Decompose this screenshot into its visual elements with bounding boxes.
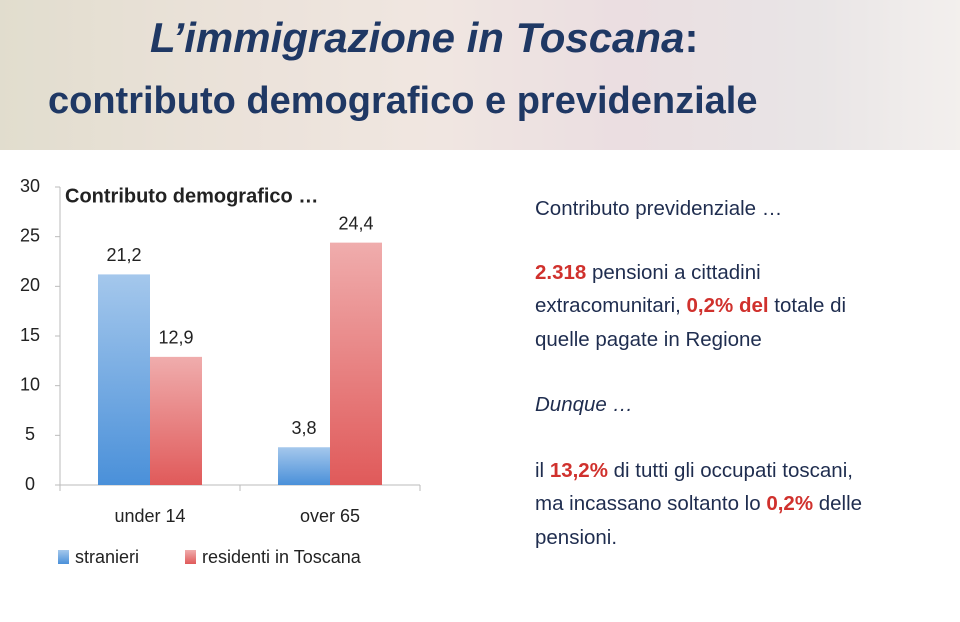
x-tick-label: over 65 (300, 506, 360, 526)
paragraph: Dunque … (535, 388, 875, 422)
title-italic: L’immigrazione in Toscana (150, 14, 685, 61)
text-run: delle pensioni. (535, 492, 868, 549)
text-run: 13,2% (549, 458, 608, 482)
paragraph: il 13,2% di tutti gli occupati toscani, … (535, 454, 875, 555)
y-tick-label: 5 (25, 424, 35, 444)
text-run: 2.318 (535, 260, 587, 284)
text-run: di tutti gli occupati toscani, ma incass… (535, 458, 859, 516)
bar (150, 356, 202, 485)
text-run: Dunque … (535, 393, 634, 416)
text-panel: Contributo previdenziale … 2.318 pension… (535, 192, 875, 586)
y-tick-label: 10 (20, 374, 40, 394)
text-run: 0,2% (766, 492, 814, 515)
value-label: 21,2 (106, 245, 141, 265)
text-run: totale di quelle pagate in Regione (535, 294, 852, 351)
legend-swatch (58, 550, 69, 564)
y-tick-label: 30 (20, 176, 40, 196)
title: L’immigrazione in Toscana: (150, 14, 698, 62)
legend-label: stranieri (75, 547, 139, 567)
legend-label: residenti in Toscana (202, 547, 362, 567)
bar (330, 242, 382, 485)
header: L’immigrazione in Toscana: contributo de… (0, 0, 960, 150)
x-tick-label: under 14 (114, 506, 185, 526)
subtitle: contributo demografico e previdenziale (48, 80, 758, 122)
value-label: 12,9 (158, 328, 193, 348)
value-label: 3,8 (291, 418, 316, 438)
y-tick-label: 0 (25, 474, 35, 494)
y-tick-label: 20 (20, 275, 40, 295)
legend-swatch (185, 550, 196, 564)
text-run: pensioni a cittadini extracomunitari, (535, 260, 767, 318)
y-tick-label: 25 (20, 225, 40, 245)
chart-title: Contributo demografico … (65, 185, 318, 207)
paragraph: 2.318 pensioni a cittadini extracomunita… (535, 256, 875, 357)
y-tick-label: 15 (20, 325, 40, 345)
title-colon: : (684, 14, 699, 61)
bar (278, 447, 330, 485)
text-run: 0,2% del (686, 294, 769, 317)
text-run: il (535, 458, 550, 482)
chart: Contributo demografico … 0 5 10 15 20 25 30 und… (20, 176, 421, 567)
bar (98, 274, 150, 485)
value-label: 24,4 (338, 213, 373, 233)
panel-heading: Contributo previdenziale … (535, 197, 783, 220)
